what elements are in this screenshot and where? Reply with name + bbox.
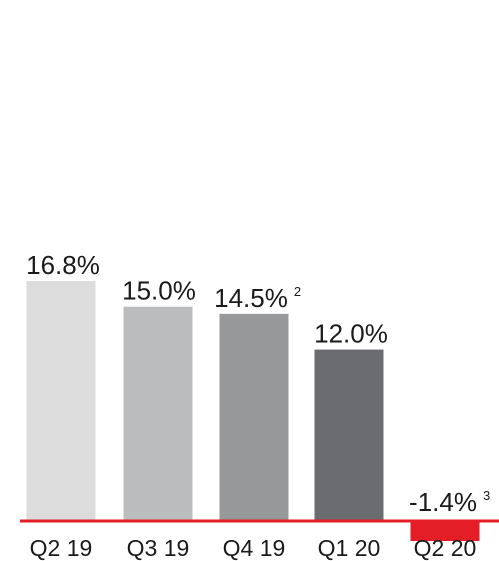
category-axis-labels: Q2 19 Q3 19 Q4 19 Q1 20 Q2 20	[30, 535, 477, 561]
bar-q2-19	[26, 281, 96, 521]
value-label: 12.0%	[314, 319, 388, 349]
value-label: 15.0%	[122, 276, 196, 306]
category-tick-label: Q3 19	[127, 535, 190, 561]
category-tick-label: Q4 19	[223, 535, 286, 561]
value-labels-group: 16.8% 15.0% 14.5% 2 12.0% -1.4% 3	[26, 250, 490, 517]
bar-q2-20	[410, 521, 480, 541]
bar-q3-19	[123, 306, 193, 521]
category-tick-label: Q1 20	[318, 535, 381, 561]
bar-q4-19	[219, 313, 289, 521]
value-label: -1.4%	[409, 487, 477, 517]
footnote-marker: 3	[483, 488, 490, 503]
category-tick-label: Q2 20	[414, 535, 477, 561]
bar-q1-20	[314, 349, 384, 521]
value-label: 14.5%	[214, 283, 288, 313]
category-tick-label: Q2 19	[30, 535, 93, 561]
footnote-marker: 2	[294, 284, 301, 299]
value-label: 16.8%	[26, 250, 100, 280]
bars-group	[26, 281, 480, 541]
